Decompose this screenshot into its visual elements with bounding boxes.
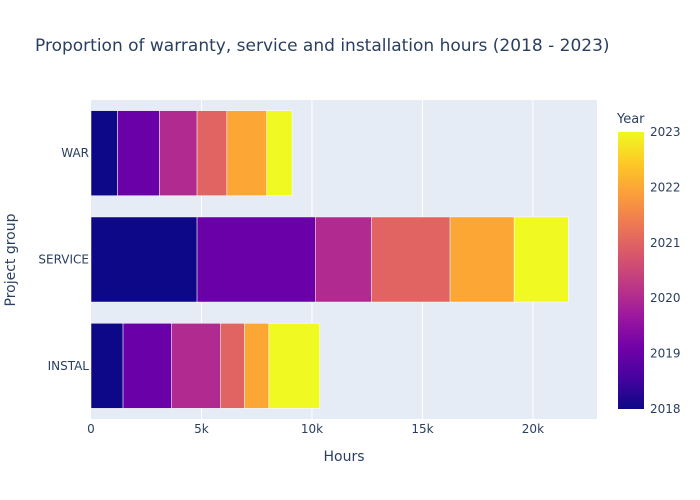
- bar-segment: [268, 323, 320, 409]
- x-tick-label: 0: [87, 422, 95, 436]
- bar-segment: [196, 110, 228, 196]
- x-tick-label: 15k: [411, 422, 433, 436]
- bar-segment: [122, 323, 172, 409]
- x-tick-label: 20k: [522, 422, 544, 436]
- y-tick-labels: WAR SERVICE INSTAL: [38, 146, 89, 373]
- bar-segment: [117, 110, 160, 196]
- y-axis-title: Project group: [3, 213, 19, 306]
- colorbar-title: Year: [616, 112, 645, 127]
- x-tick-label: 10k: [301, 422, 323, 436]
- bar-segment: [513, 216, 569, 303]
- bar-segment: [220, 323, 245, 409]
- colorbar-tick-label: 2019: [650, 347, 681, 361]
- bar-segment: [315, 216, 372, 303]
- bar-segment: [226, 110, 267, 196]
- x-tick-labels: 0 5k 10k 15k 20k: [87, 422, 544, 436]
- bar-segment: [171, 323, 221, 409]
- bar-segment: [266, 110, 293, 196]
- colorbar-tick-label: 2020: [650, 291, 681, 305]
- bar-segment: [90, 323, 124, 409]
- bar-segment: [449, 216, 515, 303]
- colorbar-tick-labels: 2018 2019 2020 2021 2022 2023: [650, 125, 681, 416]
- colorbar: [618, 132, 644, 409]
- bar-segment: [159, 110, 198, 196]
- chart-title: Proportion of warranty, service and inst…: [35, 36, 610, 56]
- y-tick-label: INSTAL: [48, 359, 90, 373]
- x-axis-title: Hours: [323, 449, 364, 465]
- colorbar-tick-label: 2023: [650, 125, 681, 139]
- bars: [90, 110, 569, 409]
- x-tick-label: 5k: [194, 422, 209, 436]
- colorbar-tick-label: 2022: [650, 180, 681, 194]
- bar-segment: [371, 216, 451, 303]
- colorbar-tick-label: 2021: [650, 236, 681, 250]
- colorbar-tick-label: 2018: [650, 402, 681, 416]
- bar-segment: [196, 216, 316, 303]
- bar-segment: [90, 110, 118, 196]
- y-tick-label: SERVICE: [38, 253, 89, 267]
- bar-segment: [90, 216, 198, 303]
- bar-segment: [244, 323, 270, 409]
- y-tick-label: WAR: [61, 146, 89, 160]
